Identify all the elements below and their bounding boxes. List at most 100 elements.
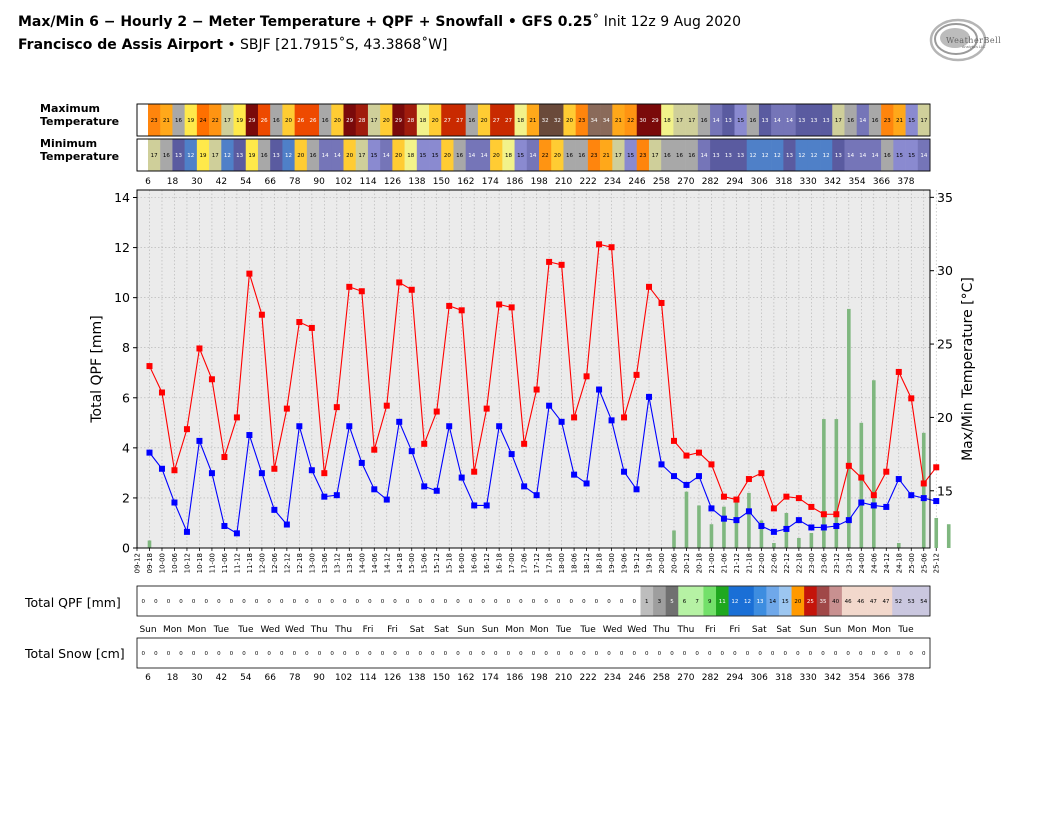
day-label: Tue bbox=[555, 625, 572, 635]
hour-tick-label-bottom: 354 bbox=[848, 673, 865, 683]
qpf-bar bbox=[747, 492, 751, 548]
max-temp-marker bbox=[346, 283, 353, 290]
hour-tick-label-bottom: 282 bbox=[702, 673, 719, 683]
min-temp-strip-value: 16 bbox=[456, 153, 463, 159]
hour-tick-label-bottom: 294 bbox=[726, 673, 743, 683]
qpf-bar bbox=[709, 524, 714, 548]
qpf-total-value: 0 bbox=[356, 599, 360, 605]
max-temp-strip-value: 27 bbox=[493, 118, 500, 124]
min-temp-strip-value: 19 bbox=[248, 153, 255, 159]
max-temp-strip-cell bbox=[783, 104, 796, 136]
snow-total-value: 0 bbox=[620, 651, 624, 657]
snow-total-value: 0 bbox=[192, 651, 196, 657]
hour-tick-label-bottom: 66 bbox=[265, 673, 277, 683]
hour-tick-label-top: 294 bbox=[726, 177, 743, 187]
qpf-total-cell bbox=[766, 586, 780, 616]
min-temp-strip-cell bbox=[807, 139, 821, 171]
hour-tick-label-bottom: 138 bbox=[408, 673, 425, 683]
min-temp-marker bbox=[895, 476, 902, 483]
weatherbell-logo-icon bbox=[929, 18, 987, 62]
max-temp-strip-value: 21 bbox=[615, 118, 622, 124]
max-temp-strip-cell bbox=[257, 104, 271, 136]
day-label: Fri bbox=[363, 625, 374, 635]
max-temp-strip-value: 14 bbox=[786, 118, 793, 124]
max-temp-strip-cell bbox=[306, 104, 320, 136]
snow-total-value: 0 bbox=[293, 651, 297, 657]
min-temp-strip-cell bbox=[917, 139, 931, 171]
x-date-label: 16-00 bbox=[458, 553, 466, 573]
max-temp-strip-value: 20 bbox=[566, 118, 573, 124]
max-temp-strip-value: 16 bbox=[468, 118, 475, 124]
qpf-total-cell bbox=[716, 586, 729, 616]
min-temp-strip-cell bbox=[868, 139, 882, 171]
min-temp-strip-cell bbox=[820, 139, 833, 171]
qpf-bar bbox=[859, 422, 864, 548]
min-temp-marker bbox=[658, 461, 665, 468]
x-date-label: 17-12 bbox=[533, 553, 541, 573]
snow-total-value: 0 bbox=[607, 651, 611, 657]
min-temp-strip-cell bbox=[270, 139, 283, 171]
min-temp-strip-cell bbox=[184, 139, 198, 171]
x-date-label: 24-12 bbox=[883, 553, 891, 573]
qpf-total-strip: 0 0 0 0 0 0 0 0 0 0 0 0 0 0 0 0 0 0 0 0 0 0 0 0 0 0 0 0 0 0 0 0 0 0 0 0 0 0 0 0… bbox=[136, 585, 931, 617]
max-temp-marker bbox=[471, 468, 478, 475]
x-date-label: 24-00 bbox=[858, 553, 866, 573]
min-temp-strip-value: 19 bbox=[199, 153, 206, 159]
x-date-label: 25-12 bbox=[933, 553, 941, 573]
hour-tick-label-top: 18 bbox=[167, 177, 179, 187]
min-temp-row-label: Minimum Temperature bbox=[40, 137, 119, 163]
min-temp-marker bbox=[883, 503, 890, 510]
max-temp-strip-cell bbox=[648, 104, 662, 136]
max-temp-marker bbox=[396, 279, 403, 286]
snow-total-value: 0 bbox=[456, 651, 460, 657]
qpf-total-cell bbox=[917, 586, 931, 616]
max-temp-strip-value: 19 bbox=[187, 118, 194, 124]
day-label: Sun bbox=[139, 625, 156, 635]
total-qpf-row-label: Total QPF [mm] bbox=[25, 595, 121, 610]
qpf-total-value: 0 bbox=[544, 599, 548, 605]
max-temp-marker bbox=[546, 258, 553, 265]
snow-total-value: 0 bbox=[318, 651, 322, 657]
plot-border bbox=[136, 189, 931, 549]
max-temp-marker bbox=[458, 307, 465, 314]
qpf-total-value: 0 bbox=[507, 599, 511, 605]
day-label: Mon bbox=[163, 625, 182, 635]
max-temp-marker bbox=[171, 467, 178, 474]
qpf-total-value: 0 bbox=[393, 599, 397, 605]
min-temp-marker bbox=[358, 459, 365, 466]
min-temp-strip-value: 23 bbox=[590, 153, 597, 159]
hour-tick-label-bottom: 102 bbox=[335, 673, 352, 683]
qpf-total-cell bbox=[791, 586, 805, 616]
min-temp-strip-value: 16 bbox=[688, 153, 695, 159]
x-date-label: 25-06 bbox=[920, 552, 928, 573]
hour-tick-label-bottom: 210 bbox=[555, 673, 572, 683]
qpf-total-value: 0 bbox=[444, 599, 448, 605]
x-date-label: 19-06 bbox=[621, 552, 629, 573]
min-temp-strip-value: 20 bbox=[493, 153, 500, 159]
hour-tick-label-top: 42 bbox=[216, 177, 227, 187]
min-temp-strip-value: 13 bbox=[737, 153, 744, 159]
hour-tick-label-bottom: 378 bbox=[897, 673, 914, 683]
min-temp-strip-value: 14 bbox=[859, 153, 866, 159]
min-temp-marker bbox=[483, 502, 490, 509]
max-temp-marker bbox=[583, 373, 590, 380]
max-temp-strip-value: 26 bbox=[297, 118, 304, 124]
max-temp-strip-value: 30 bbox=[639, 118, 646, 124]
min-temp-marker bbox=[183, 528, 190, 535]
min-temp-label-line1: Minimum bbox=[40, 137, 98, 150]
max-temp-strip-value: 13 bbox=[725, 118, 732, 124]
day-label: Wed bbox=[285, 625, 305, 635]
max-temp-strip-value: 22 bbox=[212, 118, 219, 124]
qpf-total-value: 0 bbox=[142, 599, 146, 605]
min-temp-marker bbox=[408, 448, 415, 455]
max-temp-marker bbox=[820, 511, 827, 518]
y2-tick-label: 15 bbox=[937, 483, 953, 498]
max-temp-marker bbox=[208, 376, 215, 383]
hour-tick-label-bottom: 42 bbox=[216, 673, 227, 683]
max-temp-strip-cell bbox=[856, 104, 870, 136]
x-date-label: 23-12 bbox=[833, 553, 841, 573]
qpf-total-cell bbox=[867, 586, 880, 616]
snow-total-value: 0 bbox=[343, 651, 347, 657]
qpf-total-value: 54 bbox=[920, 599, 927, 605]
y-axis-title: Total QPF [mm] bbox=[89, 315, 105, 423]
